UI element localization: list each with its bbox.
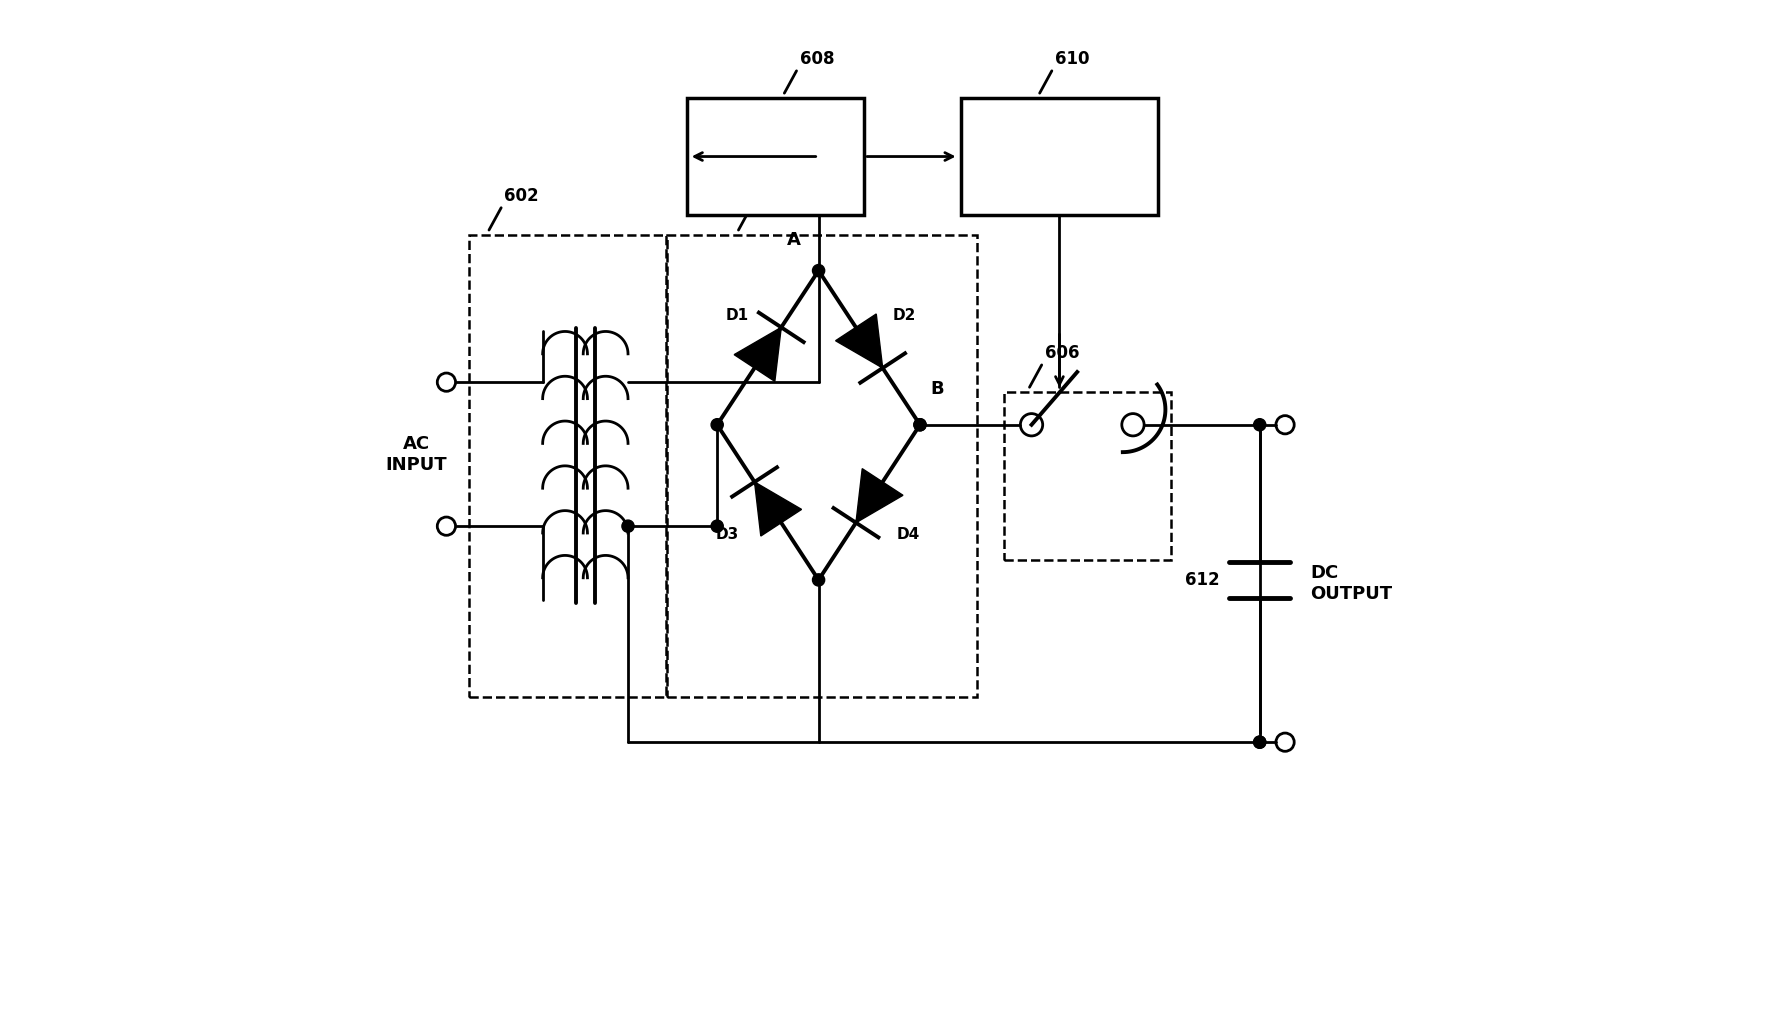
Circle shape [915, 418, 927, 431]
Text: 604: 604 [754, 187, 789, 205]
Text: A: A [787, 231, 800, 249]
Text: B: B [930, 380, 943, 398]
Polygon shape [835, 314, 883, 368]
Circle shape [812, 264, 824, 277]
Text: 608: 608 [800, 49, 833, 68]
Text: D4: D4 [897, 527, 920, 543]
Bar [1005, 393, 1171, 559]
Bar [686, 99, 865, 215]
Text: AC
INPUT: AC INPUT [386, 435, 448, 474]
Bar [667, 235, 976, 697]
Circle shape [1254, 736, 1267, 748]
Text: 612: 612 [1185, 571, 1219, 589]
Circle shape [711, 520, 724, 533]
Polygon shape [734, 327, 782, 381]
Circle shape [623, 520, 633, 533]
Circle shape [1254, 418, 1267, 431]
Text: 610: 610 [1054, 49, 1090, 68]
Text: D1: D1 [725, 307, 748, 323]
Circle shape [1254, 736, 1267, 748]
Text: D3: D3 [716, 527, 739, 543]
Text: SWITCHING
CONTROLLER: SWITCHING CONTROLLER [992, 137, 1127, 176]
Text: DC
OUTPUT: DC OUTPUT [1311, 564, 1392, 602]
Polygon shape [856, 469, 902, 522]
Text: PULSE
GENERATOR: PULSE GENERATOR [715, 137, 837, 176]
Circle shape [812, 574, 824, 586]
Bar [961, 99, 1159, 215]
Bar [469, 235, 667, 697]
Circle shape [711, 418, 724, 431]
Text: D2: D2 [893, 307, 916, 323]
Text: 602: 602 [504, 187, 540, 205]
Circle shape [915, 418, 927, 431]
Text: 606: 606 [1045, 344, 1079, 362]
Polygon shape [755, 482, 801, 536]
